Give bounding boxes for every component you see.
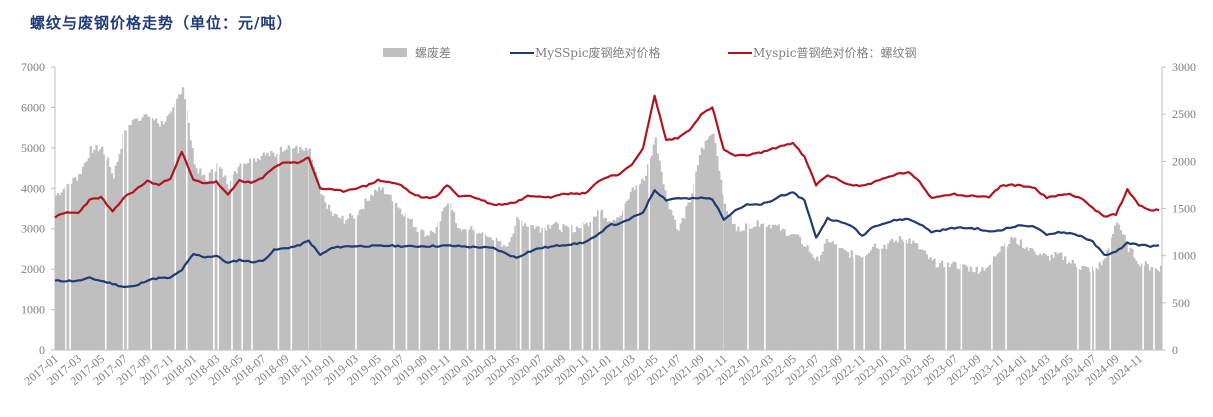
legend-line-swatch-icon: [510, 51, 534, 54]
left-y-tick-label: 3000: [21, 222, 45, 236]
left-y-tick-label: 7000: [21, 60, 45, 74]
right-y-tick-label: 2500: [1172, 107, 1196, 121]
x-axis-labels: 2017-012017-032017-052017-072017-092017-…: [21, 352, 1145, 388]
left-y-tick-label: 4000: [21, 181, 45, 195]
scrap-price-line: [54, 189, 1160, 289]
left-y-tick-label: 6000: [21, 100, 45, 114]
legend-label-scrap: MySSpic废钢绝对价格: [535, 46, 661, 60]
left-y-tick-label: 5000: [21, 141, 45, 155]
legend-bar-swatch-icon: [383, 48, 407, 57]
chart-axes: [51, 66, 1166, 351]
left-y-tick-label: 1000: [21, 303, 45, 317]
right-y-tick-label: 1500: [1172, 202, 1196, 216]
legend-label-spread: 螺废差: [415, 46, 452, 60]
rebar-price-line: [54, 94, 1160, 219]
spread-bars: [55, 67, 1163, 351]
right-y-tick-label: 0: [1172, 343, 1178, 357]
chart-title: 螺纹与废钢价格走势（单位：元/吨）: [30, 14, 293, 32]
legend-item-spread: 螺废差: [383, 44, 451, 61]
right-y-axis-labels: 0 500 1000 1500 2000 2500 3000: [1172, 60, 1196, 357]
right-y-tick-label: 500: [1172, 296, 1190, 310]
legend-line-swatch-icon: [728, 51, 752, 54]
left-y-tick-label: 0: [39, 343, 45, 357]
left-y-tick-label: 2000: [21, 262, 45, 276]
right-y-tick-label: 2000: [1172, 154, 1196, 168]
left-y-axis-labels: 0 1000 2000 3000 4000 5000 6000 7000: [21, 60, 45, 357]
legend-label-rebar: Myspic普钢绝对价格：螺纹钢: [753, 46, 917, 60]
right-y-tick-label: 3000: [1172, 60, 1196, 74]
right-y-tick-label: 1000: [1172, 249, 1196, 263]
legend-item-rebar: Myspic普钢绝对价格：螺纹钢: [728, 44, 916, 61]
legend-item-scrap: MySSpic废钢绝对价格: [510, 44, 661, 61]
